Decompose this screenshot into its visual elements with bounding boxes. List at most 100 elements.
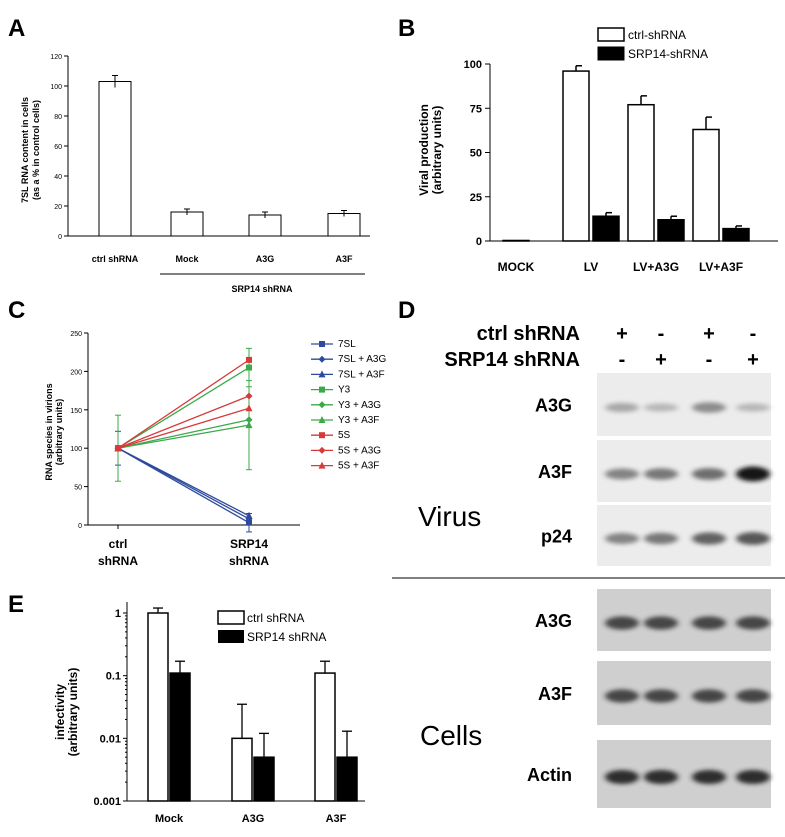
d-band-label: A3F: [538, 684, 572, 704]
d-treatment-mark: +: [747, 349, 759, 371]
d-row-label: ctrl shRNA: [477, 323, 580, 345]
a-category-label: A3G: [256, 254, 275, 264]
a-y-axis-label: 7SL RNA content in cells: [20, 97, 30, 203]
b-category-label: MOCK: [498, 260, 535, 274]
c-point-marker: [245, 404, 253, 412]
c-point-marker: [318, 461, 326, 469]
e-category-label: A3F: [326, 813, 347, 825]
d-treatment-mark: -: [619, 349, 626, 371]
c-legend-label: 5S + A3F: [338, 461, 379, 472]
d-treatment-mark: -: [706, 349, 713, 371]
a-y-tick-label: 60: [54, 144, 62, 151]
d-band: [736, 466, 770, 482]
c-point-marker: [246, 356, 252, 363]
c-category-label: SRP14: [230, 537, 268, 551]
d-band: [644, 769, 678, 785]
e-bar-ctrl: [314, 672, 336, 802]
c-legend-label: 7SL: [338, 339, 356, 350]
c-point-marker: [245, 511, 253, 519]
b-y-tick-label: 100: [464, 59, 482, 71]
d-cells-label: Cells: [420, 720, 482, 751]
a-category-label: A3F: [335, 254, 353, 264]
b-category-label: LV+A3G: [633, 260, 679, 274]
b-bar-srp14: [592, 215, 620, 242]
c-series-line: [117, 367, 250, 449]
b-legend-swatch-srp14: [597, 46, 625, 61]
c-point-marker: [246, 364, 252, 371]
d-treatment-mark: -: [750, 323, 757, 345]
c-legend-label: Y3 + A3G: [338, 400, 381, 411]
e-bar-srp14: [169, 672, 191, 802]
b-bar-ctrl: [502, 239, 530, 242]
d-row-label: SRP14 shRNA: [444, 349, 580, 371]
b-y-tick-label: 0: [476, 236, 482, 248]
b-y-tick-label: 50: [470, 148, 482, 160]
e-legend-swatch-srp14: [218, 630, 244, 643]
c-series-line: [117, 395, 250, 449]
b-bar-srp14: [722, 227, 750, 242]
e-legend-label-srp14: SRP14 shRNA: [247, 630, 326, 644]
c-legend-label: 7SL + A3G: [338, 354, 386, 365]
d-band: [644, 689, 678, 703]
c-point-marker: [318, 446, 326, 454]
b-legend-label-ctrl: ctrl-shRNA: [628, 28, 686, 42]
a-y-axis-label: (as a % in control cells): [31, 100, 41, 200]
e-bar-srp14: [336, 756, 358, 802]
d-treatment-mark: +: [655, 349, 667, 371]
d-band: [605, 533, 639, 544]
c-legend-label: 7SL + A3F: [338, 369, 385, 380]
a-y-tick-label: 0: [58, 234, 62, 241]
d-band-label: Actin: [527, 765, 572, 785]
d-band: [736, 403, 770, 412]
b-y-tick-label: 75: [470, 103, 482, 115]
c-legend-label: Y3 + A3F: [338, 415, 379, 426]
c-point-marker: [319, 386, 325, 393]
c-y-tick-label: 50: [74, 485, 82, 492]
b-bar-ctrl: [562, 70, 590, 242]
b-legend-swatch-ctrl: [597, 27, 625, 42]
d-treatment-mark: -: [658, 323, 665, 345]
d-band: [644, 616, 678, 630]
e-legend-label-ctrl: ctrl shRNA: [247, 611, 304, 625]
panel-letter-d: D: [398, 297, 415, 324]
e-y-tick-label: 0.001: [93, 796, 121, 808]
e-y-tick-label: 0.01: [100, 733, 121, 745]
d-band: [692, 769, 726, 785]
d-band: [692, 468, 726, 480]
c-y-tick-label: 0: [78, 523, 82, 530]
a-y-tick-label: 80: [54, 114, 62, 121]
a-bar: [248, 214, 282, 237]
panel-letter-e: E: [8, 591, 24, 618]
e-y-tick-label: 0.1: [106, 671, 121, 683]
b-y-tick-label: 25: [470, 192, 482, 204]
c-legend-label: 5S: [338, 430, 351, 441]
c-point-marker: [319, 341, 325, 347]
e-bar-ctrl: [147, 612, 169, 802]
d-band: [644, 532, 678, 545]
c-point-marker: [246, 519, 252, 526]
c-legend-label: Y3: [338, 385, 351, 396]
c-y-axis-label: (arbitrary units): [54, 399, 64, 466]
c-category-label: shRNA: [98, 554, 138, 568]
a-y-tick-label: 40: [54, 174, 62, 181]
c-series-line: [117, 359, 250, 449]
c-point-marker: [245, 421, 253, 429]
e-legend-swatch-ctrl: [217, 610, 245, 625]
d-band: [692, 402, 726, 413]
a-bar: [170, 211, 204, 237]
e-y-axis-label: infectivity: [53, 684, 67, 740]
d-band-label: A3G: [535, 611, 572, 631]
e-y-tick-label: 1: [115, 608, 121, 620]
b-y-axis-label: Viral production: [417, 104, 431, 196]
b-category-label: LV+A3F: [699, 260, 743, 274]
e-y-axis-label: (arbitrary units): [66, 668, 80, 757]
b-y-axis-label: (arbitrary units): [430, 106, 444, 195]
b-bar-ctrl: [627, 103, 655, 242]
panel-letter-a: A: [8, 15, 25, 42]
b-bar-ctrl: [692, 128, 720, 242]
d-band: [644, 468, 678, 480]
c-y-tick-label: 150: [70, 408, 82, 415]
a-y-tick-label: 120: [50, 54, 62, 61]
c-series-line: [117, 419, 250, 449]
d-band: [736, 689, 770, 703]
